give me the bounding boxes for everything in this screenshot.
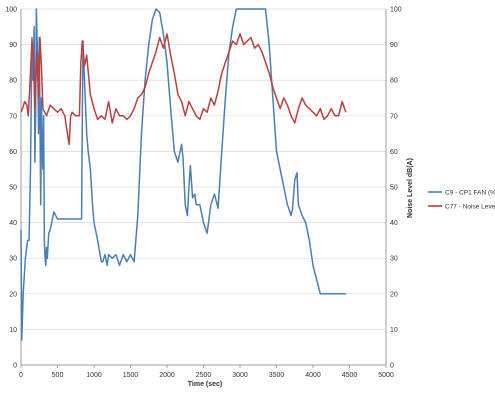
tick-labels: 0102030405060708090100010203040506070809… bbox=[5, 7, 401, 380]
legend-label-1: C9 - CP1 FAN (%) bbox=[445, 189, 495, 196]
y-right-tick-label: 40 bbox=[390, 220, 398, 227]
legend: C9 - CP1 FAN (%) C77 - Noise Level | bbox=[428, 189, 495, 210]
series-lines bbox=[20, 8, 347, 341]
y-left-tick-label: 80 bbox=[9, 78, 17, 85]
y-left-tick-label: 40 bbox=[9, 220, 17, 227]
y-right-tick-label: 60 bbox=[390, 149, 398, 156]
y-left-tick-label: 100 bbox=[5, 7, 17, 14]
y-right-tick-label: 100 bbox=[390, 7, 402, 14]
y-left-tick-label: 90 bbox=[9, 42, 17, 49]
x-tick-label: 1500 bbox=[123, 372, 139, 379]
x-tick-label: 2000 bbox=[159, 372, 175, 379]
y-left-tick-label: 0 bbox=[13, 363, 17, 370]
x-tick-label: 4000 bbox=[305, 372, 321, 379]
legend-label-2: C77 - Noise Level | bbox=[445, 203, 495, 210]
series-line-1 bbox=[20, 8, 346, 341]
y-right-tick-label: 0 bbox=[390, 363, 394, 370]
series-line-2 bbox=[20, 33, 347, 146]
y-left-tick-label: 10 bbox=[9, 327, 17, 334]
y-right-tick-label: 30 bbox=[390, 256, 398, 263]
x-tick-label: 0 bbox=[19, 372, 23, 379]
y-right-tick-label: 50 bbox=[390, 185, 398, 192]
y-left-tick-label: 70 bbox=[9, 113, 17, 120]
x-tick-label: 3500 bbox=[269, 372, 285, 379]
x-tick-label: 3000 bbox=[232, 372, 248, 379]
y-left-tick-label: 20 bbox=[9, 291, 17, 298]
x-tick-label: 5000 bbox=[378, 372, 394, 379]
y-left-tick-label: 50 bbox=[9, 185, 17, 192]
y-right-tick-label: 90 bbox=[390, 42, 398, 49]
y-right-tick-label: 70 bbox=[390, 113, 398, 120]
right-axis-title: Noise Level dB(A) bbox=[407, 158, 414, 218]
x-tick-label: 1000 bbox=[86, 372, 102, 379]
y-right-tick-label: 80 bbox=[390, 78, 398, 85]
x-tick-label: 4500 bbox=[342, 372, 358, 379]
y-right-tick-label: 20 bbox=[390, 291, 398, 298]
y-left-tick-label: 30 bbox=[9, 256, 17, 263]
y-right-tick-label: 10 bbox=[390, 327, 398, 334]
x-axis-title: Time (sec) bbox=[188, 381, 223, 388]
y-left-tick-label: 60 bbox=[9, 149, 17, 156]
x-tick-label: 2500 bbox=[196, 372, 212, 379]
x-tick-label: 500 bbox=[52, 372, 64, 379]
